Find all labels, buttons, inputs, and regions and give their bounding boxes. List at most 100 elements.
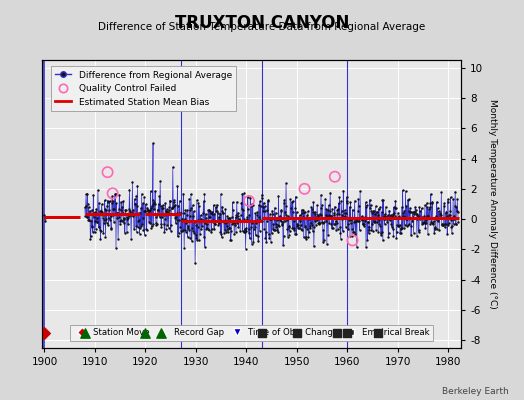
Point (439, 222, 447, 228)
Point (103, 219, 111, 226)
Point (401, 188, 410, 194)
Point (116, 217, 124, 224)
Point (200, 234, 208, 240)
Point (212, 208, 221, 214)
Point (302, 234, 310, 240)
Point (395, 223, 403, 230)
Point (419, 220, 427, 226)
Point (439, 221, 447, 228)
Point (94, 224, 103, 231)
Point (120, 215, 128, 221)
Point (163, 221, 171, 228)
Point (325, 211, 333, 218)
Point (133, 203, 141, 210)
Point (126, 207, 135, 214)
Point (128, 210, 136, 216)
Point (228, 214, 236, 221)
Point (92, 206, 101, 212)
Point (169, 204, 178, 210)
Point (437, 189, 445, 196)
Point (335, 194, 344, 200)
Point (167, 222, 176, 228)
Point (261, 235, 270, 242)
Point (350, 229, 358, 235)
Point (87, 218, 95, 224)
Point (316, 212, 325, 218)
Point (343, 194, 351, 200)
Point (191, 232, 200, 238)
Point (274, 222, 282, 228)
Point (174, 230, 183, 237)
Point (444, 196, 452, 202)
Point (318, 219, 326, 225)
Point (233, 220, 242, 226)
Point (100, 220, 108, 226)
Point (280, 218, 289, 224)
Point (432, 199, 441, 205)
Point (110, 206, 118, 212)
Point (109, 198, 117, 204)
Point (323, 206, 332, 213)
Point (89, 229, 97, 235)
Point (110, 219, 118, 225)
Point (453, 196, 462, 202)
Point (333, 206, 342, 213)
Point (40, 330, 49, 336)
Point (180, 216, 189, 222)
Point (411, 206, 420, 213)
Point (331, 204, 339, 210)
Point (152, 220, 161, 227)
Point (206, 210, 215, 216)
Point (417, 205, 425, 212)
Point (424, 212, 432, 219)
Point (283, 234, 292, 240)
Point (151, 214, 160, 220)
Point (247, 240, 256, 247)
Point (376, 223, 385, 229)
Point (420, 213, 428, 219)
Point (349, 229, 357, 235)
Point (393, 222, 401, 228)
Point (299, 207, 308, 213)
Point (328, 225, 336, 231)
Point (345, 216, 353, 223)
Point (442, 221, 450, 228)
Point (112, 244, 120, 251)
Point (96, 236, 105, 242)
Point (378, 196, 387, 203)
Point (447, 224, 456, 230)
Point (305, 229, 313, 235)
Point (347, 217, 355, 223)
Point (124, 213, 133, 219)
Point (259, 208, 267, 214)
Point (178, 228, 186, 234)
Point (407, 232, 415, 238)
Point (242, 228, 250, 234)
Point (270, 216, 278, 222)
Point (159, 202, 167, 208)
Point (303, 212, 311, 219)
Point (204, 214, 213, 220)
Point (152, 220, 160, 226)
Point (417, 215, 425, 221)
Point (438, 222, 446, 228)
Point (204, 207, 212, 214)
Point (148, 201, 157, 208)
Point (101, 206, 109, 213)
Point (130, 196, 139, 202)
Point (374, 212, 382, 218)
Point (278, 221, 286, 228)
Point (315, 220, 323, 226)
Point (336, 224, 344, 230)
Point (144, 208, 152, 214)
Point (260, 226, 268, 232)
Point (107, 200, 116, 206)
Point (138, 221, 146, 227)
Point (188, 224, 196, 231)
Point (163, 209, 172, 215)
Point (153, 212, 161, 218)
Point (125, 186, 134, 193)
Point (426, 221, 434, 227)
Point (365, 224, 373, 230)
Point (366, 205, 375, 212)
